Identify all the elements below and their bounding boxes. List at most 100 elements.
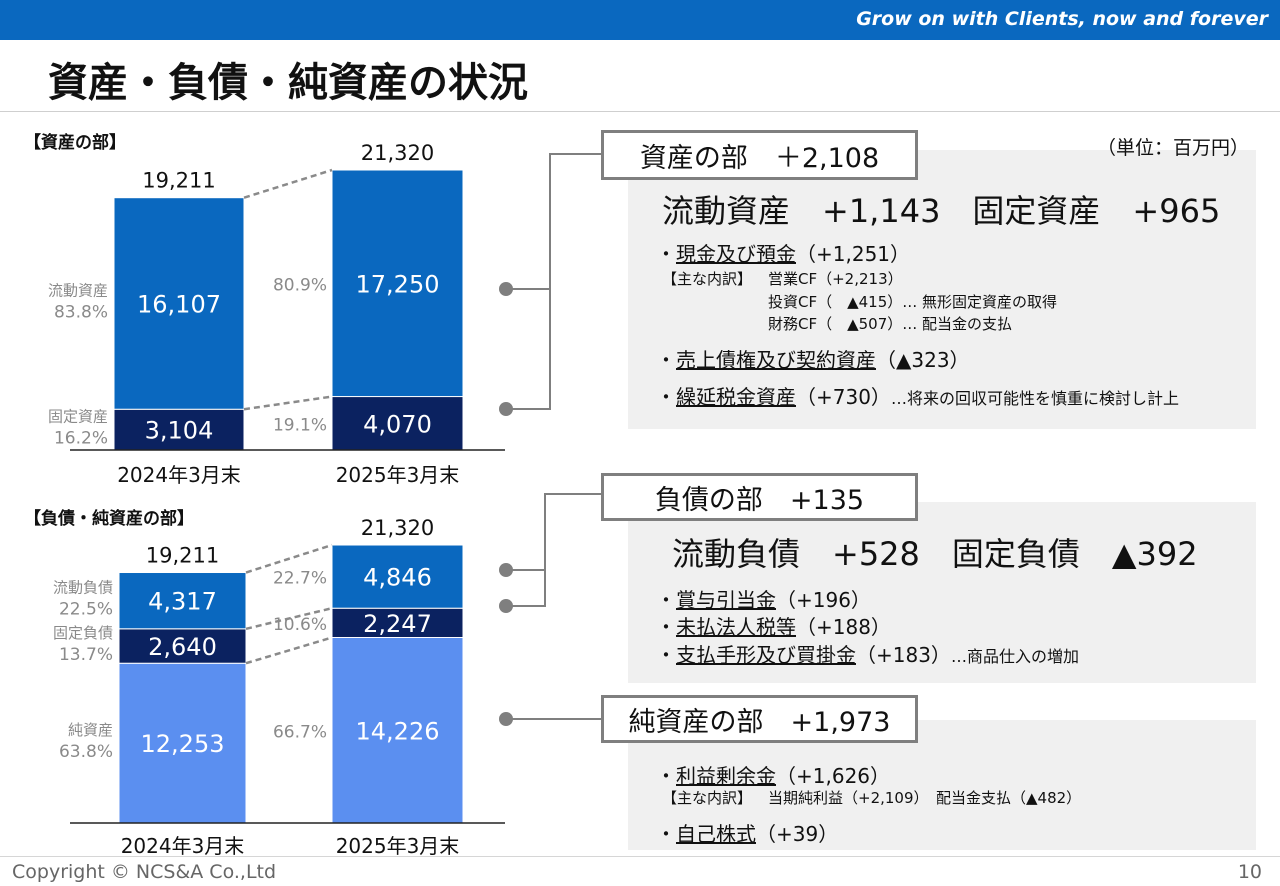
series-name-label: 固定資産 xyxy=(48,408,108,426)
bar-percent-label: 80.9% xyxy=(273,275,327,295)
assets-headline: 流動資産 +1,143 固定資産 +965 xyxy=(662,192,1221,230)
category-label: 2025年3月末 xyxy=(336,463,460,487)
bar-percent-label: 22.5% xyxy=(59,600,113,620)
asset-item-note: …将来の回収可能性を慎重に検討し計上 xyxy=(890,389,1179,408)
bar-percent-label: 83.8% xyxy=(54,302,108,322)
bar-segment xyxy=(118,662,247,824)
connector-line xyxy=(245,636,333,665)
bar-percent-label: 16.2% xyxy=(54,429,108,449)
liabilities-bracket xyxy=(506,493,601,571)
bar-segment xyxy=(113,408,245,451)
liabilities-bracket xyxy=(506,570,546,607)
bar-total-label: 19,211 xyxy=(146,544,219,568)
bar-value-label: 12,253 xyxy=(141,730,225,758)
assets-tag: 資産の部 ＋2,108 xyxy=(601,130,918,180)
liability-item-value: （+188） xyxy=(796,615,891,639)
liabilities-panel xyxy=(628,502,1256,683)
net-assets-tag: 純資産の部 +1,973 xyxy=(601,695,918,743)
series-name-label: 流動資産 xyxy=(48,281,108,299)
connector-line xyxy=(245,606,333,631)
net-asset-breakdown-title: 【主な内訳】 xyxy=(662,789,753,807)
bar-percent-label: 10.6% xyxy=(273,615,327,635)
asset-item-label: 売上債権及び契約資産 xyxy=(676,348,876,372)
net-asset-item-value: （+1,626） xyxy=(776,764,891,788)
asset-item: ・現金及び預金（+1,251） xyxy=(656,242,911,266)
asset-breakdown-line: 営業CF（+2,213） xyxy=(768,270,903,288)
bar-value-label: 17,250 xyxy=(356,270,440,298)
connector-line xyxy=(245,543,333,574)
bar-segment xyxy=(118,572,247,630)
bar-segment xyxy=(118,628,247,664)
asset-breakdown-title: 【主な内訳】 xyxy=(662,270,753,288)
bar-percent-label: 63.8% xyxy=(59,742,113,762)
bar-value-label: 3,104 xyxy=(145,417,214,445)
bar-segment xyxy=(331,169,464,398)
bar-percent-label: 66.7% xyxy=(273,722,327,742)
copyright: Copyright © NCS&A Co.,Ltd xyxy=(12,861,277,883)
bar-value-label: 4,070 xyxy=(363,410,432,438)
liability-item: ・未払法人税等（+188） xyxy=(656,615,891,639)
bar-value-label: 2,640 xyxy=(148,633,217,661)
bar-segment xyxy=(331,607,464,639)
liabilities-chart-title: 【負債・純資産の部】 xyxy=(24,509,194,529)
asset-breakdown-line: 投資CF（ ▲415）… 無形固定資産の取得 xyxy=(768,293,1058,311)
category-label: 2025年3月末 xyxy=(336,834,460,858)
liability-item-label: 未払法人税等 xyxy=(676,615,796,639)
asset-item: ・繰延税金資産（+730）…将来の回収可能性を慎重に検討し計上 xyxy=(656,385,1179,409)
assets-bracket xyxy=(506,153,601,290)
bar-percent-label: 19.1% xyxy=(273,415,327,435)
bar-segment xyxy=(331,396,464,451)
liability-item: ・支払手形及び買掛金（+183）…商品仕入の増加 xyxy=(656,643,1079,667)
net-asset-breakdown-line: 当期純利益（+2,109） 配当金支払（▲482） xyxy=(768,789,1082,807)
bar-value-label: 4,846 xyxy=(363,564,432,592)
assets-chart-title: 【資産の部】 xyxy=(24,133,126,153)
bar-value-label: 2,247 xyxy=(363,610,432,638)
assets-panel xyxy=(628,150,1256,429)
assets-bracket xyxy=(506,289,551,410)
series-name-label: 純資産 xyxy=(68,721,113,739)
bar-segment xyxy=(113,197,245,410)
bar-segment xyxy=(331,544,464,609)
footer-divider xyxy=(0,856,1280,857)
slogan: Grow on with Clients, now and forever xyxy=(856,8,1268,30)
bar-segment xyxy=(331,637,464,824)
asset-item-value: （+730） xyxy=(796,385,891,409)
bar-percent-label: 22.7% xyxy=(273,569,327,589)
liability-item-value: （+183） xyxy=(856,643,951,667)
bar-value-label: 16,107 xyxy=(137,290,221,318)
category-label: 2024年3月末 xyxy=(121,834,245,858)
net-asset-item-value: （+39） xyxy=(756,822,839,846)
bar-percent-label: 13.7% xyxy=(59,645,113,665)
category-label: 2024年3月末 xyxy=(117,463,241,487)
page-number: 10 xyxy=(1237,861,1262,883)
liability-item-label: 賞与引当金 xyxy=(676,588,776,612)
net-asset-item: ・自己株式（+39） xyxy=(656,822,839,846)
asset-item: ・売上債権及び契約資産（▲323） xyxy=(656,348,970,372)
unit-label: （単位：百万円） xyxy=(1097,137,1250,159)
net-asset-item-label: 利益剰余金 xyxy=(676,764,776,788)
asset-breakdown-line: 財務CF（ ▲507）… 配当金の支払 xyxy=(768,315,1013,333)
top-banner: Grow on with Clients, now and forever xyxy=(0,0,1280,40)
title-divider xyxy=(0,111,1280,112)
net-asset-item: ・利益剰余金（+1,626） xyxy=(656,764,891,788)
net-asset-item-label: 自己株式 xyxy=(676,822,756,846)
liability-item-label: 支払手形及び買掛金 xyxy=(676,643,856,667)
bar-value-label: 14,226 xyxy=(356,717,440,745)
liabilities-headline: 流動負債 +528 固定負債 ▲392 xyxy=(672,535,1198,573)
asset-item-value: （▲323） xyxy=(876,348,970,372)
asset-item-label: 繰延税金資産 xyxy=(676,385,796,409)
bar-value-label: 4,317 xyxy=(148,588,217,616)
liability-item-note: …商品仕入の増加 xyxy=(950,647,1079,666)
connector-line xyxy=(243,168,333,199)
asset-item-value: （+1,251） xyxy=(796,242,911,266)
bar-total-label: 21,320 xyxy=(361,141,434,165)
page-title: 資産・負債・純資産の状況 xyxy=(48,60,528,106)
liabilities-tag: 負債の部 +135 xyxy=(601,473,918,521)
liability-item: ・賞与引当金（+196） xyxy=(656,588,871,612)
series-name-label: 流動負債 xyxy=(53,579,113,597)
bar-total-label: 21,320 xyxy=(361,516,434,540)
liability-item-value: （+196） xyxy=(776,588,871,612)
connector-line xyxy=(243,395,333,411)
series-name-label: 固定負債 xyxy=(53,624,113,642)
